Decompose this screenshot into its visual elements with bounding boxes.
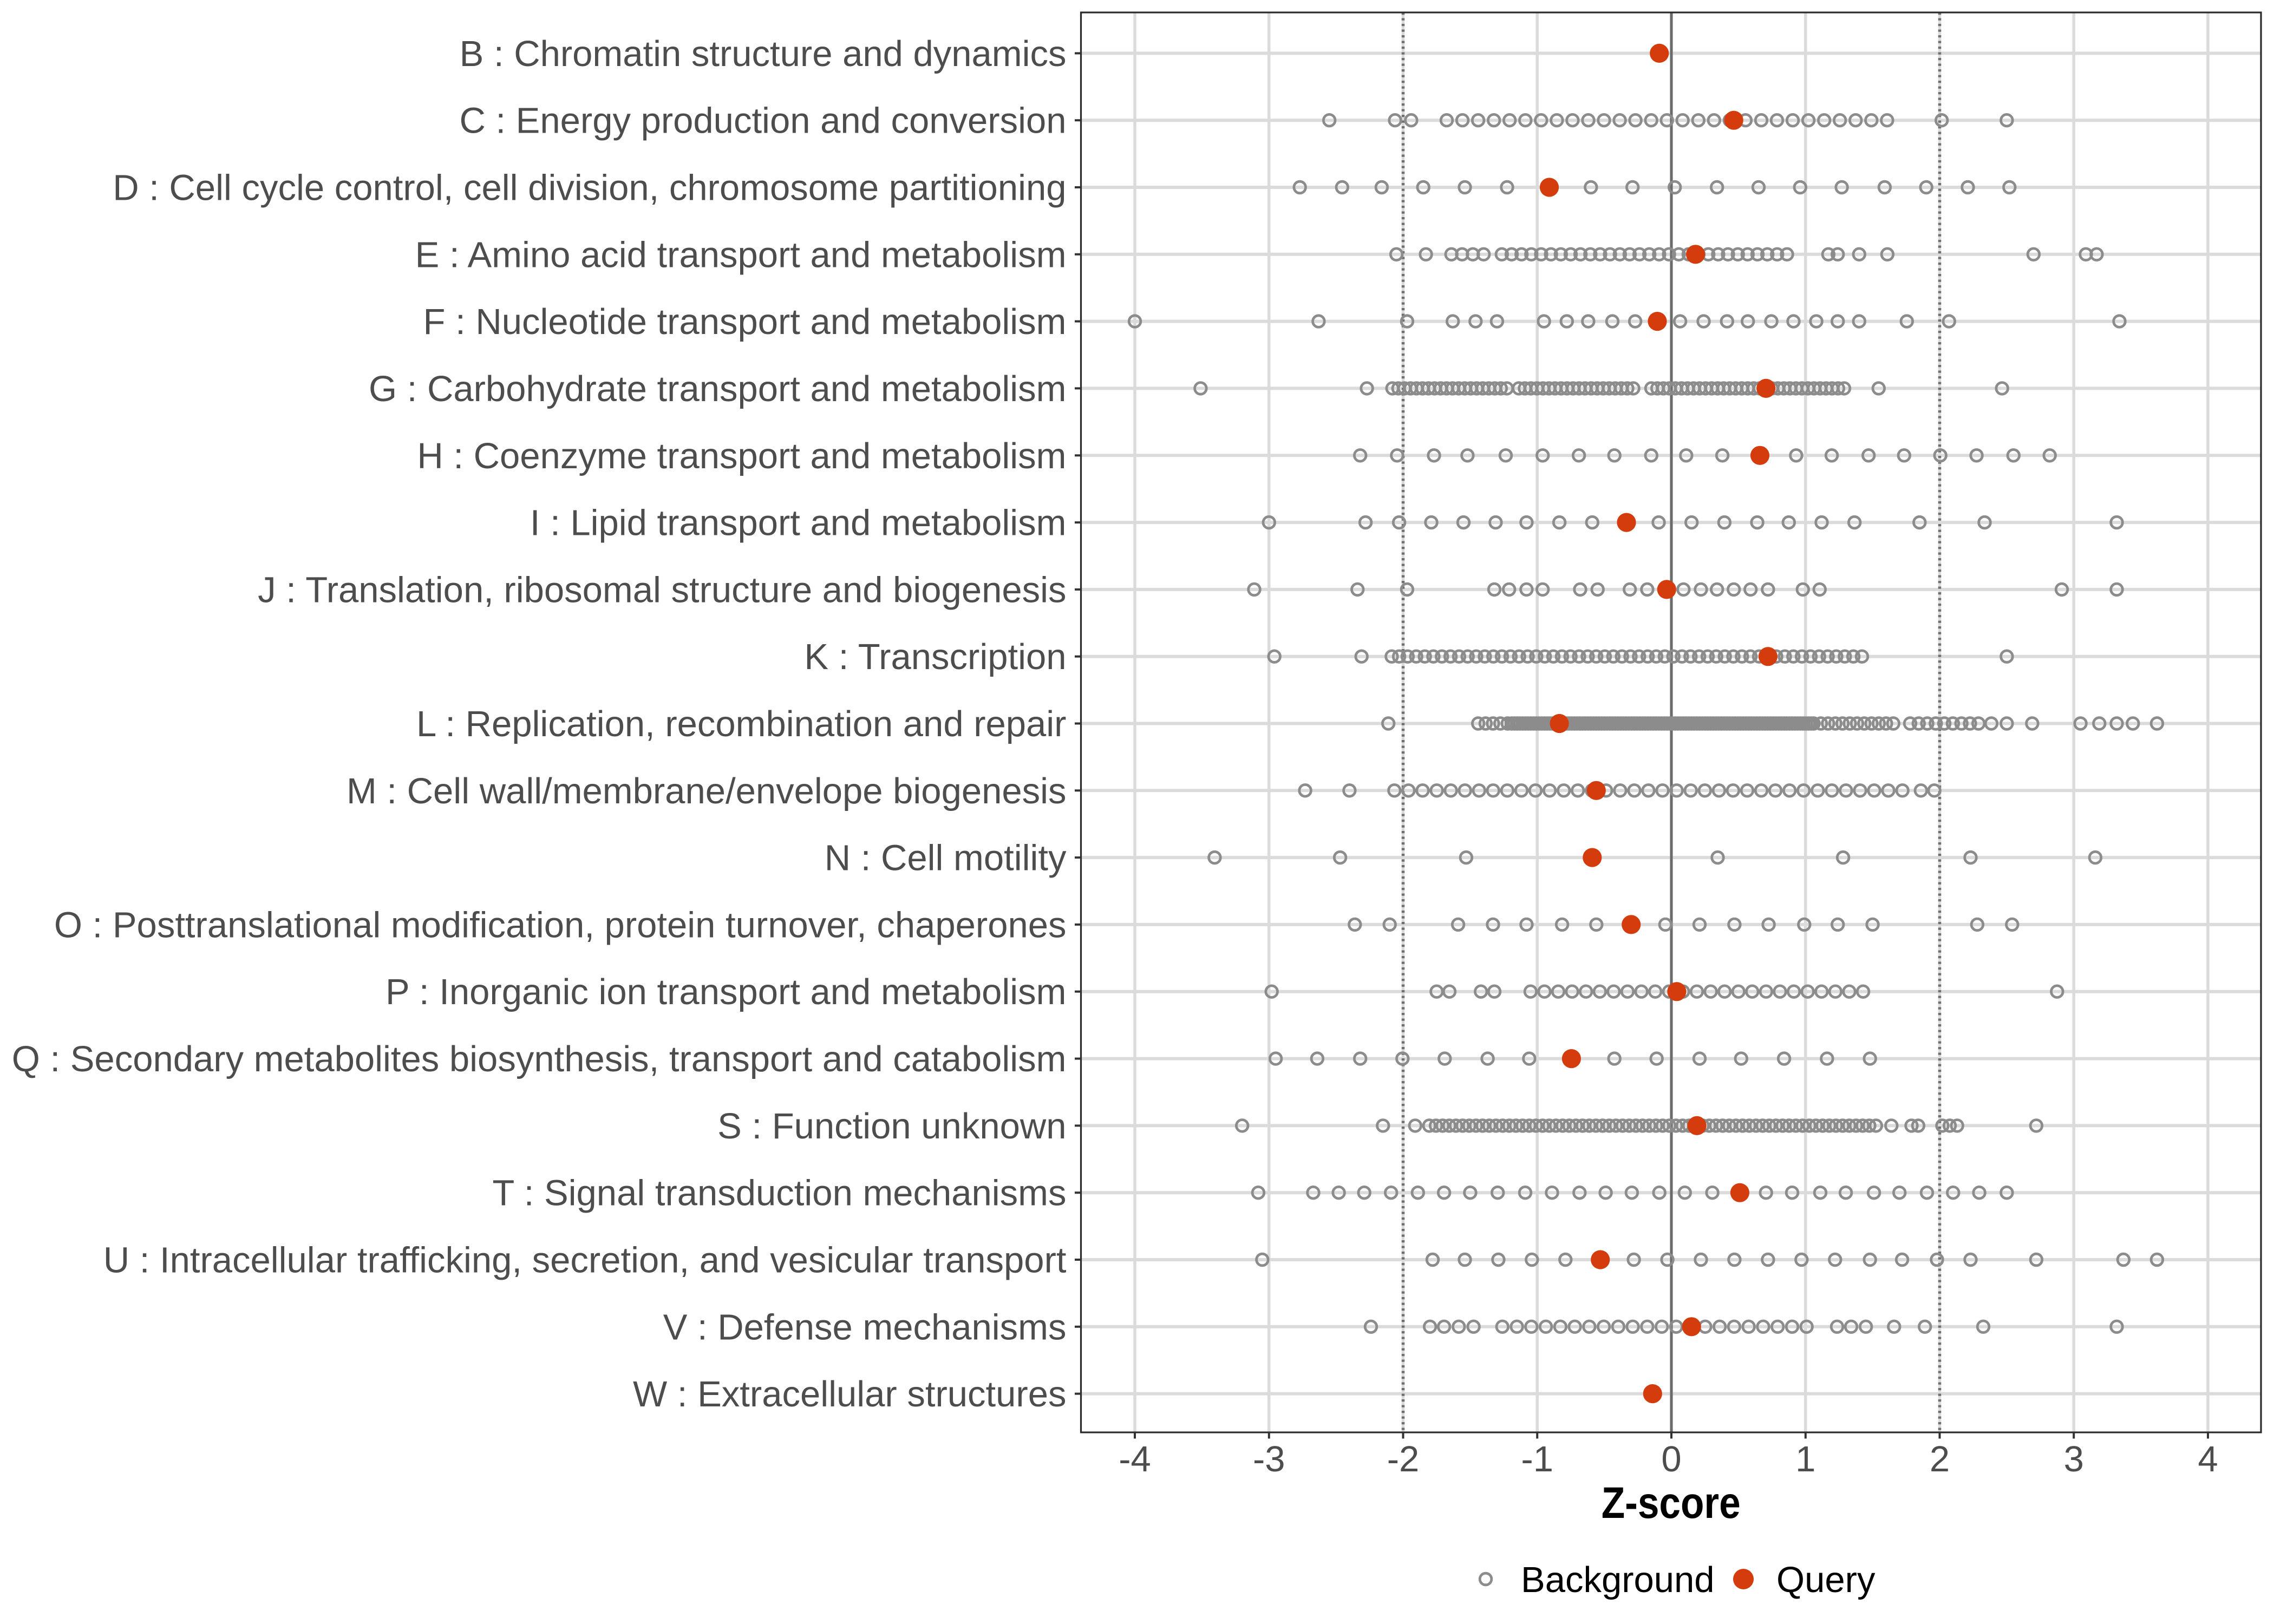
svg-text:W : Extracellular structures: W : Extracellular structures (633, 1374, 1066, 1415)
svg-text:C : Energy production and conv: C : Energy production and conversion (459, 101, 1066, 141)
svg-text:P : Inorganic ion transport an: P : Inorganic ion transport and metaboli… (385, 972, 1067, 1012)
svg-text:E : Amino acid transport and m: E : Amino acid transport and metabolism (415, 234, 1067, 275)
svg-text:3: 3 (2064, 1439, 2084, 1479)
svg-text:D : Cell cycle control, cell d: D : Cell cycle control, cell division, c… (113, 168, 1066, 208)
svg-text:B : Chromatin structure and dy: B : Chromatin structure and dynamics (460, 34, 1067, 74)
svg-text:-2: -2 (1387, 1439, 1420, 1479)
svg-text:Z-score: Z-score (1602, 1478, 1741, 1528)
svg-text:Query: Query (1776, 1560, 1876, 1600)
svg-text:2: 2 (1930, 1439, 1950, 1479)
svg-text:O : Posttranslational modifica: O : Posttranslational modification, prot… (54, 905, 1067, 945)
svg-text:Background: Background (1521, 1560, 1715, 1600)
svg-text:N : Cell motility: N : Cell motility (825, 838, 1067, 879)
svg-text:-4: -4 (1119, 1439, 1151, 1479)
svg-text:Q : Secondary metabolites bios: Q : Secondary metabolites biosynthesis, … (12, 1039, 1067, 1079)
svg-text:0: 0 (1661, 1439, 1681, 1479)
svg-text:M : Cell wall/membrane/envelop: M : Cell wall/membrane/envelope biogenes… (347, 771, 1067, 811)
svg-text:G : Carbohydrate transport and: G : Carbohydrate transport and metabolis… (369, 369, 1067, 409)
svg-text:U : Intracellular trafficking,: U : Intracellular trafficking, secretion… (103, 1240, 1067, 1281)
svg-text:-3: -3 (1253, 1439, 1285, 1479)
svg-text:1: 1 (1795, 1439, 1815, 1479)
svg-text:K : Transcription: K : Transcription (804, 637, 1066, 677)
svg-text:S : Function unknown: S : Function unknown (717, 1106, 1066, 1147)
svg-text:H : Coenzyme transport and met: H : Coenzyme transport and metabolism (417, 436, 1066, 476)
svg-text:4: 4 (2198, 1439, 2218, 1479)
svg-text:V : Defense mechanisms: V : Defense mechanisms (663, 1307, 1067, 1347)
svg-text:F : Nucleotide transport and m: F : Nucleotide transport and metabolism (423, 302, 1067, 342)
svg-text:T : Signal transduction mechan: T : Signal transduction mechanisms (492, 1173, 1066, 1214)
svg-text:L : Replication, recombination: L : Replication, recombination and repai… (416, 704, 1066, 744)
svg-text:I : Lipid transport and metabo: I : Lipid transport and metabolism (530, 503, 1067, 543)
svg-text:J : Translation, ribosomal str: J : Translation, ribosomal structure and… (258, 569, 1066, 610)
svg-text:-1: -1 (1521, 1439, 1553, 1479)
